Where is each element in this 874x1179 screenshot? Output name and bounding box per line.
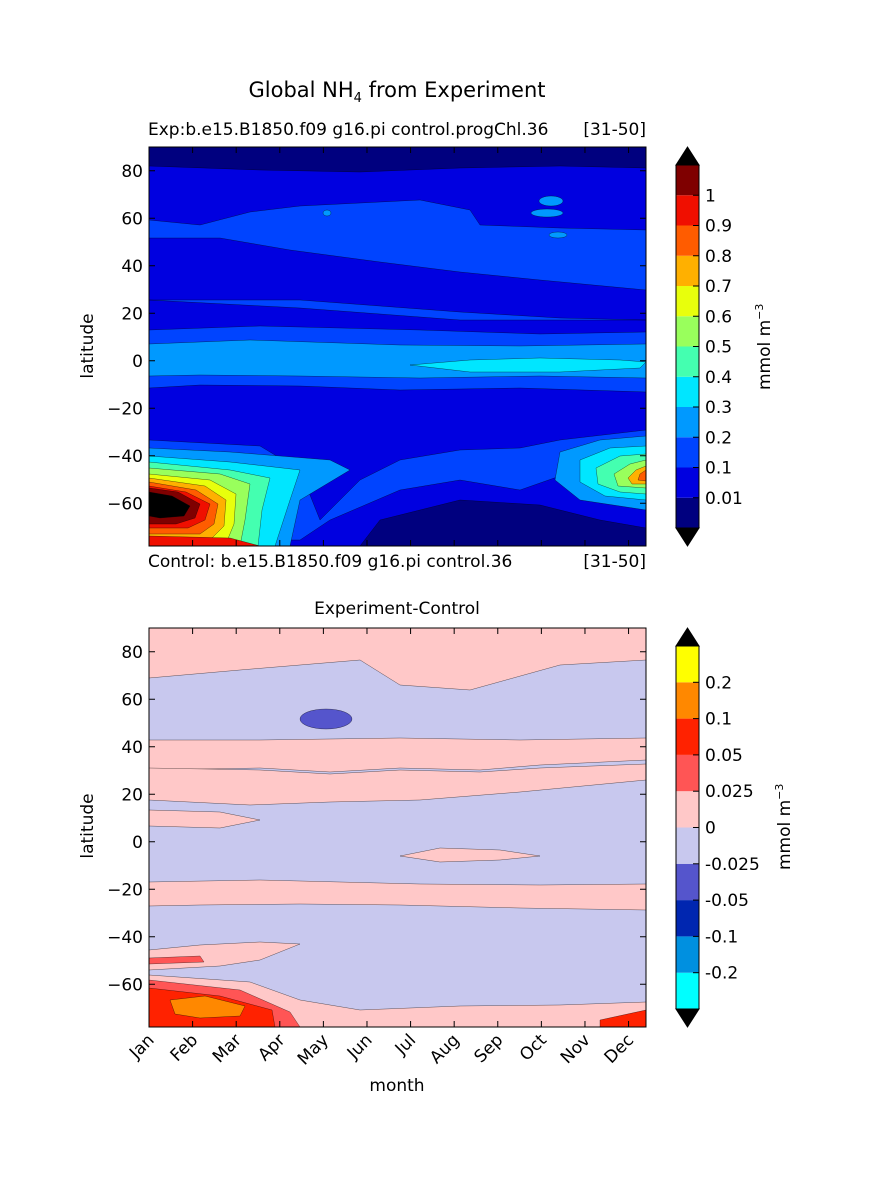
colorbar-tick-label: 0.8 <box>705 247 732 267</box>
y-tick-label: −20 <box>107 399 143 419</box>
y-tick-label: 60 <box>121 690 143 710</box>
bottom-plot-frame <box>148 627 647 1028</box>
x-tick-label: Sep <box>471 1030 508 1067</box>
colorbar-tick-label: 0.3 <box>705 398 732 418</box>
x-tick-label: Mar <box>209 1030 246 1067</box>
colorbar-tick-label: 1 <box>705 186 716 206</box>
colorbar-segment <box>676 195 699 226</box>
colorbar-segment <box>676 376 699 407</box>
colorbar-segment <box>676 437 699 468</box>
y-tick-label: −20 <box>107 880 143 900</box>
colorbar-tick-label: 0.9 <box>705 217 732 237</box>
colorbar-tick-label: 0.025 <box>705 782 754 802</box>
y-tick-label: −60 <box>107 494 143 514</box>
colorbar-tick-label: 0.4 <box>705 368 732 388</box>
colorbar-tick-label: 0.2 <box>705 673 732 693</box>
y-tick-label: 40 <box>121 738 143 758</box>
top-plot-frame <box>148 146 647 547</box>
colorbar-segment <box>676 225 699 256</box>
colorbar-segment <box>676 467 699 498</box>
colorbar-tick-label: 0.05 <box>705 746 743 766</box>
x-tick-label: Feb <box>167 1030 202 1065</box>
bottom-colorbar: -0.2 -0.1 -0.05 -0.025 0 0.025 0.05 0.1 0.2 <box>675 627 760 1028</box>
y-tick-label: −40 <box>107 928 143 948</box>
control-period: [31-50] <box>583 552 646 572</box>
colorbar-segment <box>676 497 699 528</box>
colorbar-segment <box>676 791 699 828</box>
control-label: Control: b.e15.B1850.f09 g16.pi control.… <box>148 552 513 572</box>
x-tick-label: Jan <box>125 1030 158 1063</box>
colorbar-tick-label: -0.05 <box>705 891 749 911</box>
colorbar-segment <box>676 407 699 438</box>
y-tick-label: 20 <box>121 785 143 805</box>
bottom-panel-title: Experiment-Control <box>314 599 480 619</box>
y-tick-label: 0 <box>132 352 143 372</box>
colorbar-segment <box>676 827 699 864</box>
x-tick-label: Aug <box>426 1030 464 1068</box>
colorbar-segment <box>676 286 699 317</box>
colorbar-tick-label: 0.7 <box>705 277 732 297</box>
y-tick-label: 80 <box>121 162 143 182</box>
y-tick-label: 40 <box>121 257 143 277</box>
colorbar-tick-label: 0 <box>705 819 716 839</box>
x-tick-label: May <box>294 1030 333 1069</box>
colorbar-under-arrow <box>675 527 700 547</box>
top-axes: 80 60 40 20 0 −20 −40 −60 <box>107 147 646 546</box>
colorbar-segment <box>676 718 699 755</box>
colorbar-tick-label: 0.2 <box>705 428 732 448</box>
colorbar-segment <box>676 165 699 196</box>
colorbar-tick-label: 0.1 <box>705 710 732 730</box>
y-tick-label: −60 <box>107 975 143 995</box>
top-contour-field <box>149 147 646 546</box>
y-tick-label: 20 <box>121 304 143 324</box>
colorbar-segment <box>676 972 699 1009</box>
colorbar-tick-label: 0.6 <box>705 307 732 327</box>
colorbar-segment <box>676 936 699 973</box>
x-tick-label: Apr <box>254 1030 289 1065</box>
colorbar-segment <box>676 255 699 286</box>
colorbar-segment <box>676 646 699 683</box>
top-panel-period: [31-50] <box>583 120 646 140</box>
colorbar-tick-label: 0.5 <box>705 338 732 358</box>
x-tick-label: Jul <box>391 1030 420 1059</box>
colorbar-tick-label: 0.01 <box>705 489 743 509</box>
colorbar-segment <box>676 900 699 937</box>
colorbar-segment <box>676 316 699 347</box>
y-tick-label: 60 <box>121 209 143 229</box>
colorbar-tick-label: 0.1 <box>705 459 732 479</box>
y-tick-label: −40 <box>107 447 143 467</box>
colorbar-tick-label: -0.1 <box>705 927 738 947</box>
bottom-xlabel: month <box>369 1076 425 1096</box>
colorbar-segment <box>676 682 699 719</box>
top-colorbar: 0.01 0.1 0.2 0.3 0.4 0.5 0.6 0.7 0.8 0.9 1 <box>675 146 743 547</box>
y-tick-label: 80 <box>121 643 143 663</box>
colorbar-tick-label: -0.025 <box>705 855 760 875</box>
x-tick-label: Nov <box>557 1030 595 1068</box>
bottom-contour-field <box>149 628 646 1027</box>
colorbar-over-arrow <box>675 146 700 166</box>
colorbar-under-arrow <box>675 1008 700 1028</box>
y-tick-label: 0 <box>132 833 143 853</box>
colorbar-over-arrow <box>675 627 700 647</box>
colorbar-segment <box>676 346 699 377</box>
colorbar-segment <box>676 754 699 792</box>
x-tick-label: Oct <box>516 1030 551 1065</box>
top-panel-title: Exp:b.e15.B1850.f09 g16.pi control.progC… <box>148 120 549 140</box>
colorbar-segment <box>676 863 699 901</box>
x-tick-label: Jun <box>343 1030 377 1064</box>
colorbar-tick-label: -0.2 <box>705 964 738 984</box>
x-tick-label: Dec <box>601 1030 638 1067</box>
figure-title: Global NH4 from Experiment <box>248 78 546 107</box>
